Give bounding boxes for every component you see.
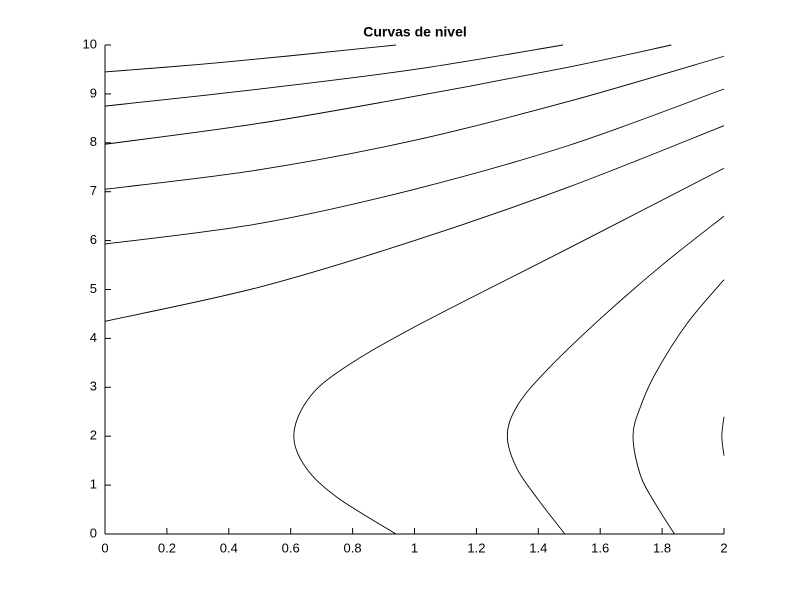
contour-line — [104, 88, 725, 245]
contour-line — [721, 416, 725, 456]
contour-line — [104, 44, 672, 145]
contour-line — [104, 55, 725, 190]
y-tick-label: 7 — [90, 183, 97, 198]
y-tick-label: 10 — [83, 36, 97, 51]
contour-line — [104, 44, 564, 107]
contour-line — [632, 279, 725, 535]
chart-title: Curvas de nivel — [363, 24, 467, 40]
y-tick-label: 4 — [90, 330, 97, 345]
x-tick-label: 2 — [720, 540, 727, 555]
y-tick-label: 8 — [90, 134, 97, 149]
y-tick-label: 5 — [90, 281, 97, 296]
contour-line — [293, 167, 725, 535]
x-tick-label: 1.4 — [529, 540, 547, 555]
x-tick-label: 1 — [411, 540, 418, 555]
contour-line — [506, 215, 725, 535]
x-tick-label: 1.8 — [653, 540, 671, 555]
x-tick-label: 0.4 — [220, 540, 238, 555]
y-tick-label: 3 — [90, 379, 97, 394]
contour-line — [104, 44, 396, 73]
x-tick-label: 0 — [101, 540, 108, 555]
y-tick-label: 2 — [90, 428, 97, 443]
x-tick-label: 0.2 — [158, 540, 176, 555]
y-tick-label: 6 — [90, 232, 97, 247]
y-tick-label: 0 — [90, 525, 97, 540]
x-tick-label: 1.2 — [467, 540, 485, 555]
x-tick-label: 0.8 — [344, 540, 362, 555]
x-tick-label: 0.6 — [282, 540, 300, 555]
y-tick-label: 1 — [90, 477, 97, 492]
y-tick-label: 9 — [90, 85, 97, 100]
x-tick-label: 1.6 — [591, 540, 609, 555]
contour-line — [104, 125, 725, 322]
